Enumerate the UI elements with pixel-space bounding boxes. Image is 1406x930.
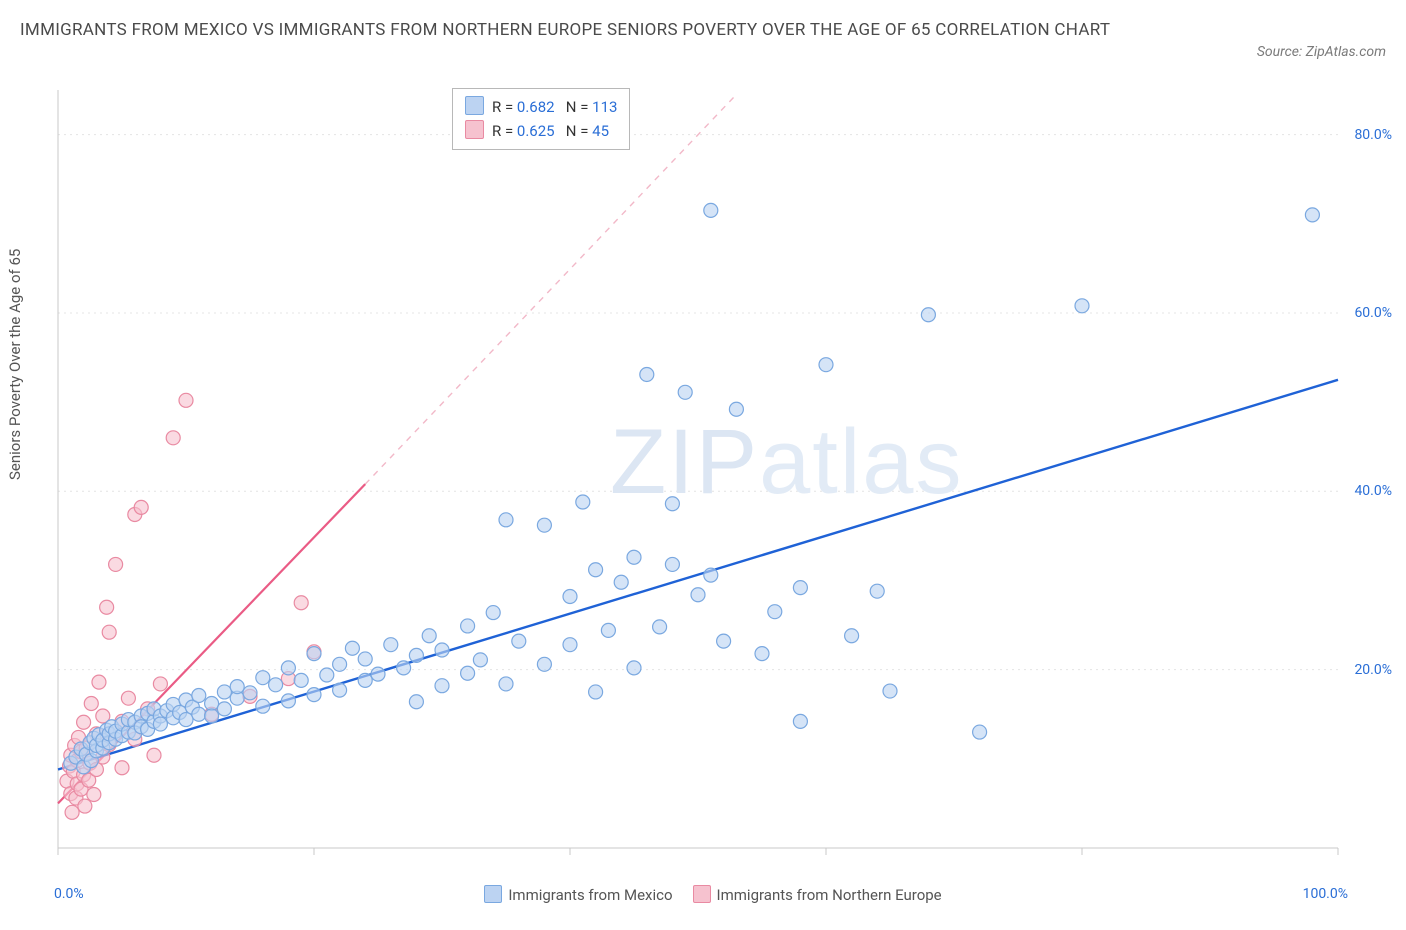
title-bar: IMMIGRANTS FROM MEXICO VS IMMIGRANTS FRO… bbox=[0, 0, 1406, 66]
chart-area: Seniors Poverty Over the Age of 65 ZIPat… bbox=[0, 80, 1406, 930]
y-tick-label: 80.0% bbox=[1354, 127, 1392, 143]
y-tick-label: 60.0% bbox=[1354, 305, 1392, 321]
legend-swatch-neurope bbox=[465, 120, 484, 139]
chart-title: IMMIGRANTS FROM MEXICO VS IMMIGRANTS FRO… bbox=[20, 18, 1110, 44]
bottom-label-mexico: Immigrants from Mexico bbox=[508, 886, 672, 904]
bottom-legend: Immigrants from Mexico Immigrants from No… bbox=[0, 885, 1406, 904]
bottom-swatch-neurope bbox=[693, 885, 711, 903]
stats-row-neurope: R = 0.625 N = 45 bbox=[465, 119, 617, 143]
source-label: Source: ZipAtlas.com bbox=[1257, 18, 1386, 60]
bottom-label-neurope: Immigrants from Northern Europe bbox=[717, 886, 942, 904]
y-tick-label: 20.0% bbox=[1354, 662, 1392, 678]
y-axis-label: Seniors Poverty Over the Age of 65 bbox=[6, 249, 24, 480]
stats-legend-box: R = 0.682 N = 113R = 0.625 N = 45 bbox=[452, 88, 630, 150]
stats-row-mexico: R = 0.682 N = 113 bbox=[465, 95, 617, 119]
legend-swatch-mexico bbox=[465, 96, 484, 115]
bottom-swatch-mexico bbox=[484, 885, 502, 903]
scatter-plot bbox=[0, 80, 1406, 900]
y-tick-label: 40.0% bbox=[1354, 483, 1392, 499]
